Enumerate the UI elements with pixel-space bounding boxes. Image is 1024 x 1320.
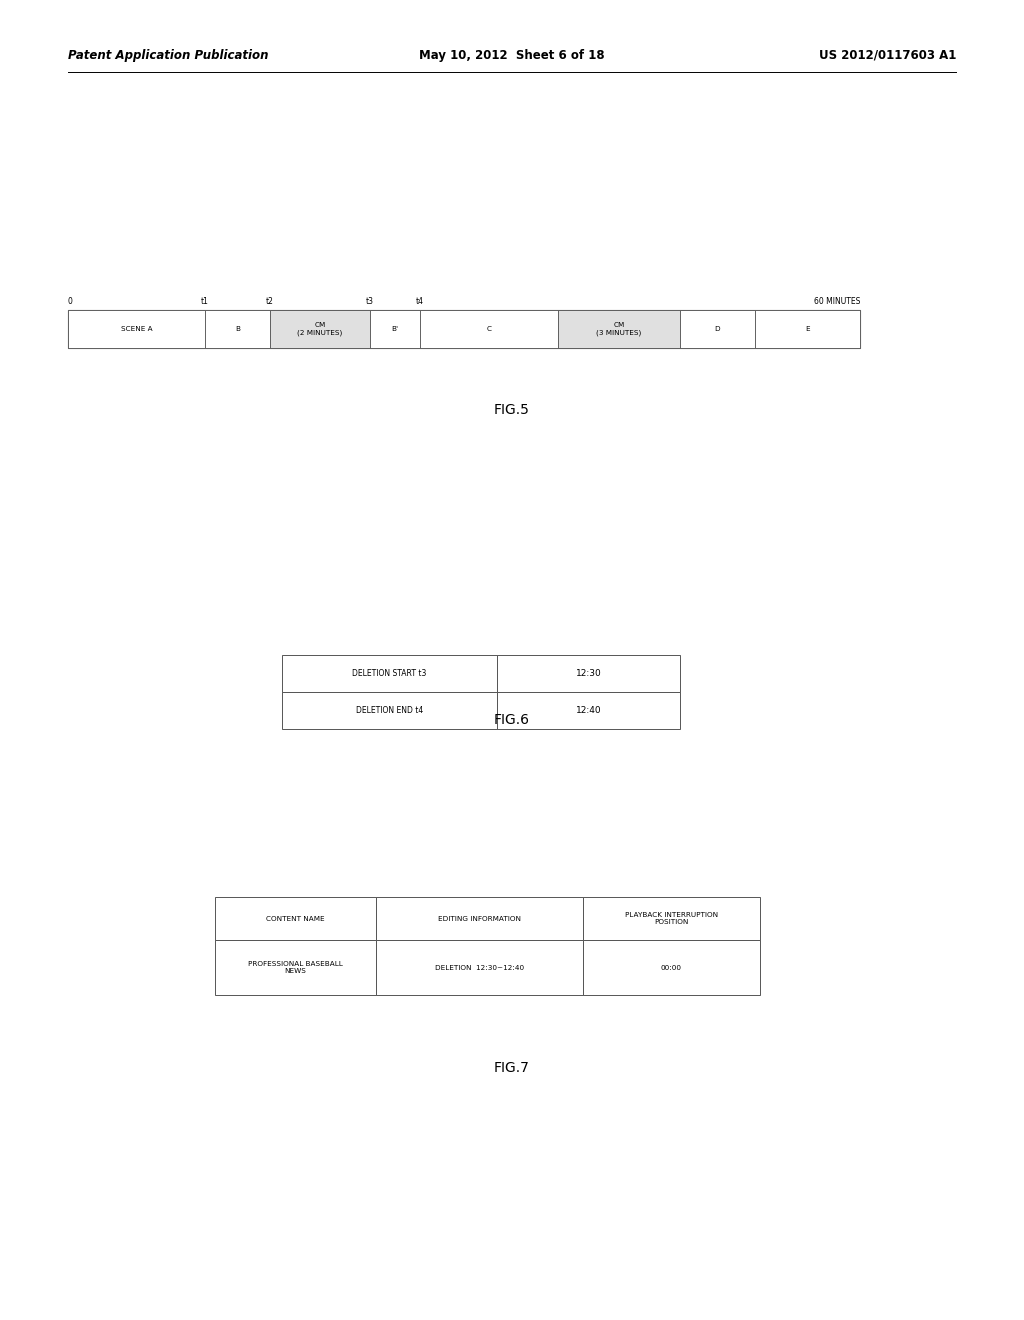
- Bar: [68, 310, 205, 348]
- Text: CM
(3 MINUTES): CM (3 MINUTES): [596, 322, 642, 335]
- Bar: [680, 310, 755, 348]
- Text: CONTENT NAME: CONTENT NAME: [266, 916, 325, 921]
- Bar: [68, 310, 860, 348]
- Bar: [420, 310, 558, 348]
- Bar: [282, 692, 497, 729]
- Text: Patent Application Publication: Patent Application Publication: [68, 49, 268, 62]
- Text: t3: t3: [366, 297, 374, 306]
- Text: t2: t2: [266, 297, 274, 306]
- Bar: [205, 310, 270, 348]
- Text: B: B: [234, 326, 240, 333]
- Bar: [497, 655, 680, 692]
- Text: FIG.5: FIG.5: [494, 403, 530, 417]
- Text: SCENE A: SCENE A: [121, 326, 153, 333]
- Text: B': B': [391, 326, 398, 333]
- Bar: [215, 940, 376, 995]
- Text: DELETION START t3: DELETION START t3: [352, 669, 427, 678]
- Text: FIG.7: FIG.7: [494, 1061, 530, 1074]
- Text: DELETION END t4: DELETION END t4: [355, 706, 423, 715]
- Text: FIG.6: FIG.6: [494, 713, 530, 727]
- Bar: [497, 692, 680, 729]
- Text: PROFESSIONAL BASEBALL
NEWS: PROFESSIONAL BASEBALL NEWS: [248, 961, 343, 974]
- Bar: [282, 655, 497, 692]
- Bar: [755, 310, 860, 348]
- Text: 00:00: 00:00: [660, 965, 682, 970]
- Bar: [558, 310, 680, 348]
- Text: PLAYBACK INTERRUPTION
POSITION: PLAYBACK INTERRUPTION POSITION: [625, 912, 718, 925]
- Bar: [583, 940, 760, 995]
- Text: CM
(2 MINUTES): CM (2 MINUTES): [297, 322, 343, 335]
- Bar: [376, 898, 583, 940]
- Text: 60 MINUTES: 60 MINUTES: [814, 297, 860, 306]
- Text: DELETION  12:30~12:40: DELETION 12:30~12:40: [435, 965, 524, 970]
- Text: t4: t4: [416, 297, 424, 306]
- Text: 12:40: 12:40: [575, 706, 601, 715]
- Bar: [376, 940, 583, 995]
- Text: C: C: [486, 326, 492, 333]
- Text: US 2012/0117603 A1: US 2012/0117603 A1: [818, 49, 956, 62]
- Text: t1: t1: [201, 297, 209, 306]
- Text: D: D: [715, 326, 720, 333]
- Bar: [370, 310, 420, 348]
- Text: 12:30: 12:30: [575, 669, 601, 678]
- Text: May 10, 2012  Sheet 6 of 18: May 10, 2012 Sheet 6 of 18: [419, 49, 605, 62]
- Text: E: E: [805, 326, 810, 333]
- Bar: [583, 898, 760, 940]
- Text: 0: 0: [68, 297, 73, 306]
- Bar: [270, 310, 370, 348]
- Text: EDITING INFORMATION: EDITING INFORMATION: [438, 916, 521, 921]
- Bar: [215, 898, 376, 940]
